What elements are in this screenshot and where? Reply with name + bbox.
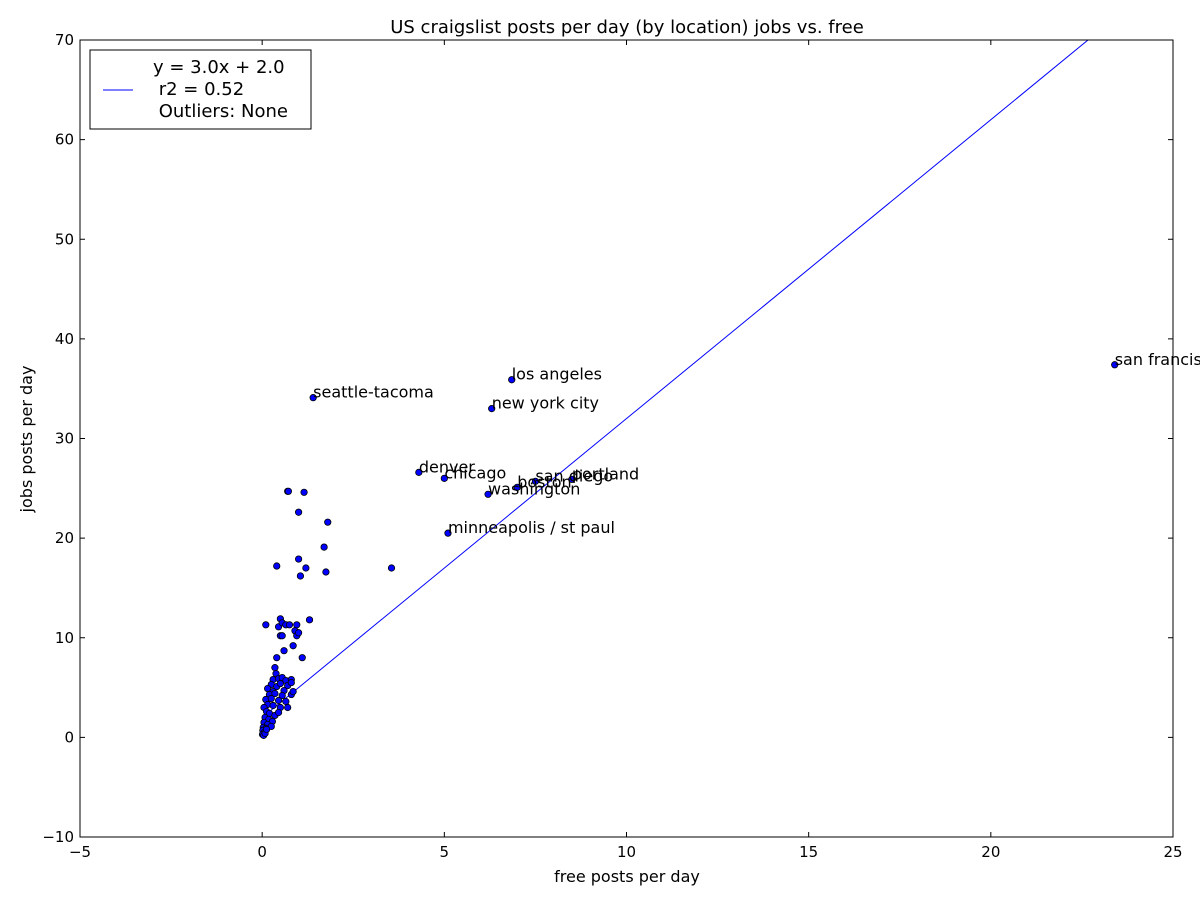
data-point	[293, 621, 301, 629]
y-tick-label: 0	[64, 728, 74, 746]
y-tick-label: 40	[55, 330, 74, 348]
point-label: portland	[572, 464, 639, 483]
point-label: chicago	[444, 463, 506, 482]
data-point	[298, 654, 306, 662]
point-label: washington	[488, 479, 580, 498]
data-point	[274, 708, 283, 717]
data-point	[305, 616, 314, 624]
data-point	[276, 679, 284, 688]
data-point	[387, 564, 396, 572]
data-point	[289, 687, 297, 696]
x-tick-label: −5	[69, 843, 91, 861]
x-tick-label: 0	[257, 843, 267, 861]
point-label: denver	[419, 457, 475, 476]
labeled-data-point	[513, 483, 521, 491]
legend-entry-r2: r2 = 0.52	[153, 79, 244, 100]
data-point	[269, 701, 277, 710]
data-point	[302, 564, 310, 572]
legend-entry-equation: y = 3.0x + 2.0	[153, 57, 285, 78]
labeled-data-point	[1111, 361, 1119, 369]
point-label: seattle-tacoma	[313, 383, 434, 402]
labeled-data-point	[488, 405, 496, 413]
y-axis-label: jobs posts per day	[17, 366, 36, 514]
data-point	[320, 543, 328, 551]
data-point	[262, 725, 271, 734]
data-point	[324, 518, 332, 526]
data-point	[285, 621, 294, 629]
data-point	[300, 488, 308, 496]
x-tick-label: 10	[617, 843, 636, 861]
labeled-data-point	[484, 490, 492, 498]
x-tick-label: 15	[799, 843, 818, 861]
point-label: minneapolis / st paul	[448, 518, 615, 537]
legend: y = 3.0x + 2.0 r2 = 0.52 Outliers: None	[89, 49, 312, 130]
data-point	[267, 694, 275, 703]
data-point	[296, 572, 305, 580]
point-label: new york city	[492, 394, 599, 413]
data-point	[262, 621, 270, 629]
data-point	[273, 654, 281, 662]
data-point	[294, 555, 303, 563]
data-point	[282, 697, 290, 706]
y-tick-label: 60	[55, 131, 74, 149]
y-tick-label: 30	[55, 430, 74, 448]
labeled-data-point	[568, 475, 576, 483]
data-point	[287, 678, 295, 687]
x-tick-label: 20	[981, 843, 1000, 861]
x-tick-label: 5	[440, 843, 450, 861]
legend-entry-outliers: Outliers: None	[153, 101, 288, 122]
data-point	[284, 703, 292, 712]
point-label: boston	[517, 472, 571, 491]
plot-frame	[79, 39, 1174, 838]
data-point	[284, 487, 292, 495]
labeled-data-point	[444, 529, 452, 537]
point-label: los angeles	[512, 365, 602, 384]
point-label: san diego	[535, 466, 613, 485]
data-point	[274, 696, 283, 705]
y-tick-label: 50	[55, 230, 74, 248]
labeled-data-point	[508, 376, 516, 384]
data-point	[289, 642, 297, 650]
data-point	[278, 632, 286, 640]
fit-line	[261, 40, 1089, 718]
data-point	[271, 689, 279, 698]
data-point	[278, 691, 286, 700]
data-point	[294, 629, 303, 637]
data-point	[322, 568, 330, 576]
data-point	[294, 508, 303, 516]
chart-title: US craigslist posts per day (by location…	[390, 17, 864, 38]
x-axis-label: free posts per day	[554, 867, 700, 886]
y-tick-label: −10	[42, 828, 74, 846]
point-label: san francisco	[1115, 350, 1200, 369]
y-tick-label: 20	[55, 529, 74, 547]
labeled-data-point	[440, 474, 448, 482]
labeled-data-point	[309, 394, 317, 402]
labeled-data-point	[531, 477, 540, 485]
data-point	[280, 647, 288, 655]
x-tick-label: 25	[1163, 843, 1182, 861]
y-tick-label: 10	[55, 629, 74, 647]
data-point	[271, 664, 279, 672]
labeled-data-point	[415, 468, 423, 476]
data-point	[273, 562, 281, 570]
y-tick-label: 70	[55, 31, 74, 49]
